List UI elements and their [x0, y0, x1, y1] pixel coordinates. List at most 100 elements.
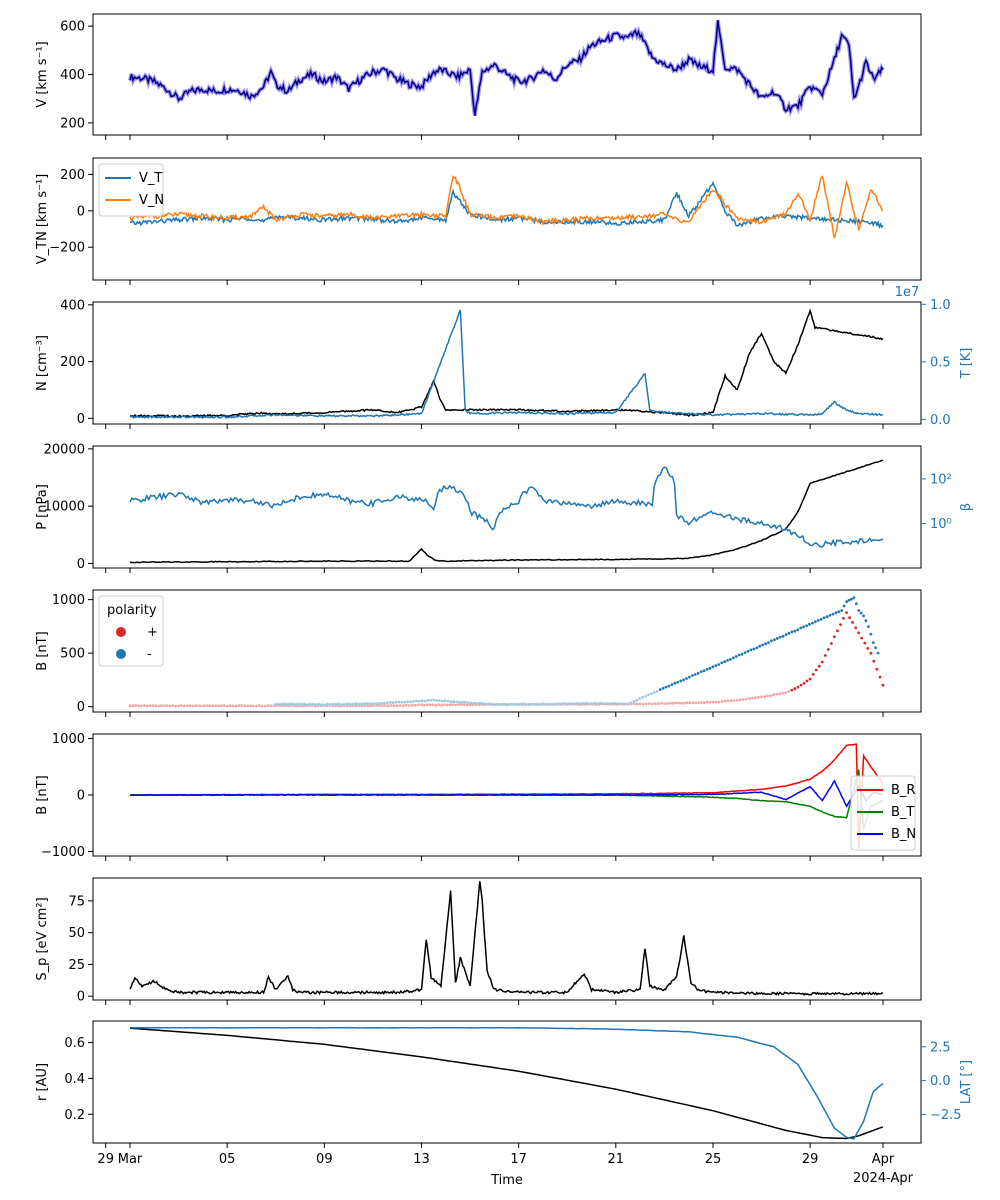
- y-axis-label: V_TN [km s⁻¹]: [35, 174, 50, 265]
- scatter-point: [647, 693, 650, 697]
- scatter-point: [660, 701, 663, 705]
- scatter-point: [763, 695, 766, 699]
- scatter-point: [590, 702, 593, 706]
- y2-axis-label: T [K]: [959, 348, 974, 380]
- scatter-point: [220, 704, 223, 708]
- scatter-point: [587, 702, 591, 706]
- scatter-point: [420, 699, 424, 703]
- y2-tick-label: 10⁰: [930, 517, 952, 532]
- scatter-point: [767, 641, 770, 644]
- plot-area: [129, 175, 884, 239]
- scatter-point: [828, 613, 832, 617]
- scatter-point: [854, 626, 858, 630]
- scatter-point: [876, 651, 880, 655]
- scatter-point: [446, 699, 450, 703]
- scatter-point: [214, 704, 218, 707]
- scatter-point: [714, 700, 718, 704]
- y-axis-label: r [AU]: [35, 1063, 50, 1101]
- scatter-point: [845, 600, 848, 604]
- scatter-point: [702, 669, 706, 673]
- scatter-point: [726, 699, 730, 703]
- scatter-point: [757, 695, 760, 699]
- scatter-point: [817, 664, 821, 668]
- y-tick-label: 200: [60, 168, 85, 183]
- legend-label: +: [147, 625, 158, 640]
- scatter-point: [484, 702, 488, 706]
- scatter-point: [240, 704, 244, 707]
- scatter-point: [691, 674, 694, 677]
- scatter-point: [647, 702, 651, 705]
- scatter-point: [567, 702, 571, 705]
- scatter-point: [197, 704, 201, 707]
- scatter-point: [412, 700, 415, 703]
- y-tick-label: 400: [60, 298, 85, 313]
- scatter-point: [743, 651, 747, 654]
- scatter-point: [237, 704, 241, 707]
- scatter-point: [387, 704, 390, 708]
- scatter-point: [388, 701, 392, 704]
- scatter-point: [864, 619, 868, 623]
- scatter-point: [515, 703, 519, 706]
- x-tick-label: Apr: [872, 1152, 895, 1167]
- scatter-point: [555, 702, 559, 706]
- scatter-point: [761, 643, 764, 647]
- scatter-point: [735, 698, 739, 702]
- plot-area: [129, 1026, 884, 1140]
- plot-area: [129, 881, 884, 997]
- plot-area: [129, 743, 884, 849]
- legend-marker: [116, 649, 126, 659]
- scatter-point: [277, 702, 280, 706]
- panel-frame: [92, 301, 922, 425]
- scatter-point: [570, 702, 573, 706]
- scatter-point: [429, 698, 433, 702]
- scatter-point: [720, 700, 724, 703]
- plot-area: [129, 459, 884, 564]
- scatter-point: [670, 683, 674, 686]
- scatter-point: [717, 700, 721, 704]
- legend: V_T V_N: [98, 163, 164, 217]
- panel-frame: [92, 445, 922, 569]
- scatter-point: [274, 702, 278, 706]
- y-tick-label: 50: [68, 926, 85, 941]
- scatter-point: [285, 703, 289, 706]
- scatter-point: [830, 642, 833, 645]
- scatter-point: [655, 690, 659, 693]
- scatter-point: [154, 704, 158, 708]
- y-tick-label: 400: [60, 68, 85, 83]
- scatter-point: [380, 701, 383, 705]
- series-1-line: [129, 881, 884, 997]
- scatter-point: [311, 703, 315, 706]
- scatter-point: [836, 629, 839, 633]
- scatter-point: [434, 703, 438, 707]
- scatter-point: [348, 702, 352, 706]
- scatter-point: [134, 704, 138, 707]
- scatter-point: [581, 702, 585, 705]
- plot-area: [128, 596, 885, 708]
- scatter-point: [822, 616, 826, 620]
- scatter-point: [461, 700, 464, 704]
- scatter-point: [784, 633, 788, 637]
- scatter-point: [249, 704, 253, 708]
- y2-tick-label: 0.0: [930, 413, 951, 428]
- scatter-point: [764, 642, 767, 646]
- scatter-point: [823, 654, 827, 657]
- scatter-point: [611, 702, 615, 705]
- scatter-point: [808, 622, 811, 626]
- legend-label: B_N: [891, 827, 916, 842]
- scatter-point: [194, 704, 198, 708]
- scatter-point: [685, 677, 688, 680]
- scatter-point: [711, 700, 715, 704]
- scatter-point: [602, 702, 606, 705]
- scatter-point: [772, 693, 776, 697]
- scatter-point: [575, 702, 579, 705]
- scatter-point: [317, 702, 320, 706]
- scatter-point: [171, 704, 175, 707]
- scatter-point: [811, 673, 815, 676]
- y-tick-label: 600: [60, 20, 85, 35]
- scatter-point: [650, 692, 653, 695]
- scatter-point: [501, 702, 505, 706]
- y-tick-label: 0: [77, 204, 85, 219]
- scatter-point: [717, 663, 721, 666]
- y-axis-label: B [nT]: [35, 775, 50, 814]
